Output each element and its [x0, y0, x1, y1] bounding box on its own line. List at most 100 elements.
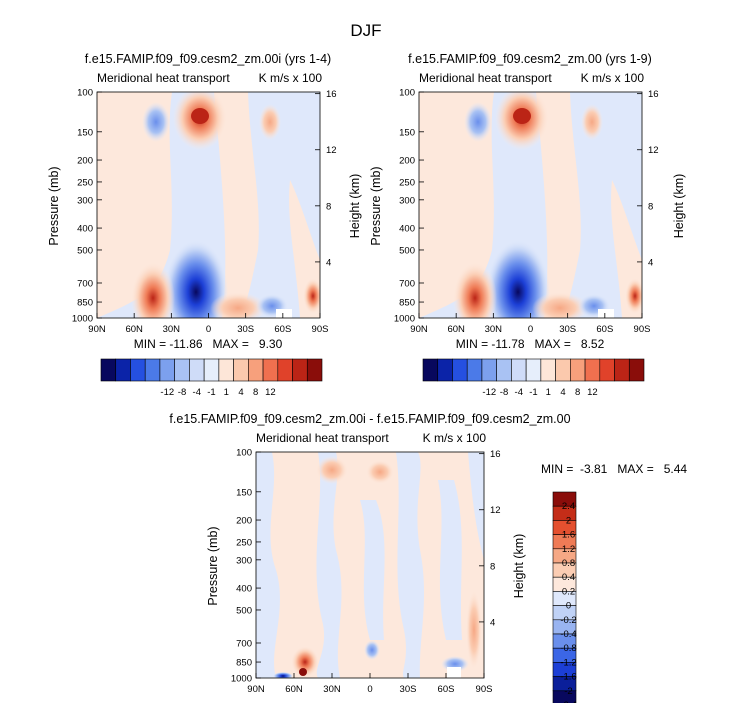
panel-3: f.e15.FAMIP.f09_f09.cesm2_zm.00i - f.e15… [169, 412, 687, 703]
colorbar-label: -0.4 [560, 629, 576, 640]
panel-3-ylabel: Pressure (mb) [206, 526, 220, 605]
y-tick-label: 850 [399, 298, 415, 309]
y-tick-label: 500 [399, 245, 415, 256]
y-right-tick-label: 8 [326, 201, 331, 212]
y-right-tick-label: 12 [648, 145, 659, 156]
x-tick-label: 60S [274, 324, 291, 335]
y-right-tick-label: 8 [490, 561, 495, 572]
panel-1-colorbar: -12 -8 -4 -1 1 4 8 12 [100, 358, 323, 398]
panel-2-y-right-ticks: 16 12 8 4 [637, 89, 659, 268]
y-tick-label: 850 [77, 298, 93, 309]
y-tick-label: 500 [77, 245, 93, 256]
colorbar-label: -1 [529, 387, 537, 398]
y-tick-label: 300 [77, 195, 93, 206]
colorbar-label: -1.2 [560, 657, 576, 668]
x-tick-label: 0 [206, 324, 211, 335]
colorbar-label: -1 [207, 387, 215, 398]
panel-1-ylabel-right: Height (km) [348, 174, 362, 239]
y-tick-label: 700 [77, 278, 93, 289]
colorbar-swatch [481, 358, 497, 382]
colorbar-label: 2 [566, 515, 571, 526]
panel-2-ylabel: Pressure (mb) [369, 166, 383, 245]
panel-3-field [256, 452, 484, 678]
colorbar-label: -12 [482, 387, 496, 398]
colorbar-label: 1.6 [562, 530, 575, 541]
y-tick-label: 400 [399, 224, 415, 235]
y-tick-label: 1000 [231, 674, 252, 685]
x-tick-label: 90S [312, 324, 329, 335]
colorbar-swatch [218, 358, 234, 382]
y-tick-label: 150 [236, 487, 252, 498]
panel-2-left-string: Meridional heat transport [419, 71, 552, 85]
colorbar-swatch [437, 358, 453, 382]
colorbar-label: 12 [587, 387, 598, 398]
colorbar-label: -2 [564, 686, 572, 697]
x-tick-label: 90N [410, 324, 428, 335]
colorbar-swatch [130, 358, 146, 382]
y-tick-label: 400 [77, 224, 93, 235]
x-tick-label: 90S [634, 324, 651, 335]
colorbar-swatch [233, 358, 249, 382]
panel-1-left-string: Meridional heat transport [97, 71, 230, 85]
x-tick-label: 30S [559, 324, 576, 335]
panel-2-colorbar: -12 -8 -4 -1 1 4 8 12 [422, 358, 645, 398]
y-tick-label: 700 [236, 638, 252, 649]
colorbar-label: -0.8 [560, 643, 576, 654]
y-tick-label: 100 [399, 88, 415, 99]
colorbar-swatch [100, 358, 117, 382]
colorbar-swatch [466, 358, 483, 382]
colorbar-label: 0.2 [562, 586, 575, 597]
panel-1-ylabel: Pressure (mb) [47, 166, 61, 245]
colorbar-label: 0.4 [562, 572, 575, 583]
y-right-tick-label: 12 [490, 505, 501, 516]
y-tick-label: 700 [399, 278, 415, 289]
colorbar-label: -1.6 [560, 672, 576, 683]
x-tick-label: 30N [163, 324, 181, 335]
colorbar-swatch [511, 358, 527, 382]
colorbar-swatch [189, 358, 205, 382]
panel-3-left-string: Meridional heat transport [256, 431, 389, 445]
colorbar-label: -0.2 [560, 615, 576, 626]
colorbar-swatch [540, 358, 556, 382]
colorbar-label: 0 [566, 601, 571, 612]
y-tick-label: 500 [236, 605, 252, 616]
panel-2-ylabel-right: Height (km) [672, 174, 686, 239]
x-tick-label: 30N [485, 324, 503, 335]
y-right-tick-label: 8 [648, 201, 653, 212]
x-tick-label: 60N [125, 324, 143, 335]
colorbar-label: -8 [178, 387, 186, 398]
colorbar-swatch [452, 358, 468, 382]
panel-1: f.e15.FAMIP.f09_f09.cesm2_zm.00i (yrs 1-… [47, 52, 362, 398]
colorbar-label: 8 [253, 387, 258, 398]
y-tick-label: 200 [77, 156, 93, 167]
panel-1-x-ticks: 90N 60N 30N 0 30S 60S 90S [88, 313, 328, 335]
y-tick-label: 100 [77, 88, 93, 99]
colorbar-label: -2.4 [560, 700, 576, 703]
colorbar-label: 4 [560, 387, 565, 398]
colorbar-swatch [248, 358, 264, 382]
y-tick-label: 250 [399, 177, 415, 188]
panel-1-y-ticks: 100 150 200 250 300 400 500 700 850 1000 [72, 88, 102, 325]
colorbar-label: 8 [575, 387, 580, 398]
colorbar-swatch [555, 358, 571, 382]
x-tick-label: 90N [88, 324, 106, 335]
colorbar-label: -4 [515, 387, 523, 398]
panel-2-x-ticks: 90N 60N 30N 0 30S 60S 90S [410, 313, 650, 335]
panel-1-y-right-ticks: 16 12 8 4 [315, 89, 337, 268]
colorbar-label: 1 [546, 387, 551, 398]
y-tick-label: 1000 [72, 314, 93, 325]
y-tick-label: 1000 [394, 314, 415, 325]
colorbar-swatch [599, 358, 615, 382]
colorbar-label: 4 [238, 387, 243, 398]
y-tick-label: 300 [399, 195, 415, 206]
colorbar-swatch [262, 358, 279, 382]
colorbar-swatch [115, 358, 131, 382]
x-tick-label: 60N [285, 684, 303, 695]
y-tick-label: 200 [236, 516, 252, 527]
colorbar-swatch [306, 358, 323, 382]
panel-3-x-ticks: 90N 60N 30N 0 30S 60S 90S [247, 673, 492, 695]
panel-1-title: f.e15.FAMIP.f09_f09.cesm2_zm.00i (yrs 1-… [85, 52, 331, 66]
panel-3-y-ticks: 100 150 200 250 300 400 500 700 850 1000 [231, 448, 261, 685]
y-tick-label: 150 [399, 127, 415, 138]
